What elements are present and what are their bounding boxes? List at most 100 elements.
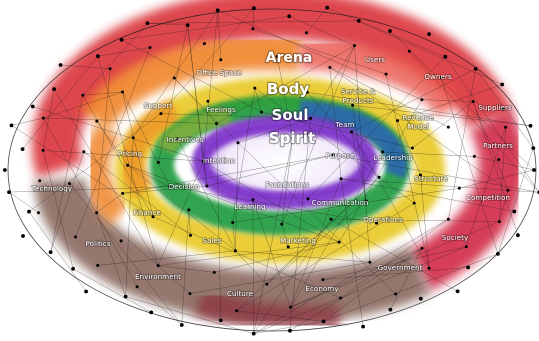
network-link: [330, 219, 458, 292]
network-node: [172, 76, 176, 80]
network-link: [50, 95, 84, 253]
label-economy: Economy: [305, 284, 339, 293]
network-node: [176, 137, 180, 141]
network-node: [145, 21, 150, 26]
network-link: [351, 131, 367, 202]
network-node: [384, 72, 388, 76]
network-link: [385, 74, 430, 269]
network-link: [203, 161, 208, 187]
network-node: [275, 55, 279, 58]
network-link: [121, 39, 262, 113]
network-link: [97, 250, 236, 266]
label-incentives: Incentives: [167, 135, 204, 144]
network-link: [397, 84, 503, 121]
network-link: [290, 221, 500, 308]
ring-title-arena: Arena: [266, 50, 313, 66]
network-link: [83, 151, 191, 236]
label-support: Support: [144, 101, 173, 110]
network-node: [126, 163, 130, 167]
label-competition: Competition: [466, 193, 510, 202]
network-node: [472, 154, 476, 158]
network-link: [158, 241, 340, 266]
network-node: [119, 38, 124, 42]
network-node: [212, 270, 216, 274]
label-partners: Partners: [483, 141, 513, 150]
network-node: [377, 175, 381, 179]
network-node: [412, 201, 416, 205]
network-node: [251, 27, 255, 31]
arena-band-orange-left: [81, 121, 130, 226]
network-node: [419, 173, 422, 177]
network-link: [445, 56, 539, 193]
network-node: [350, 130, 353, 134]
network-node: [286, 245, 290, 249]
network-node: [21, 234, 25, 238]
network-node: [168, 185, 172, 189]
network-link: [158, 265, 215, 273]
network-node: [253, 86, 257, 90]
network-node: [325, 5, 330, 10]
network-link: [323, 253, 498, 322]
network-link: [11, 117, 44, 126]
network-node: [231, 221, 235, 224]
network-node: [337, 240, 341, 244]
network-node: [305, 90, 309, 94]
network-link: [329, 67, 342, 179]
network-node: [123, 294, 128, 299]
network-node: [420, 246, 424, 250]
network-node: [95, 119, 99, 123]
network-link: [237, 118, 311, 143]
network-link: [397, 120, 421, 176]
network-link: [281, 45, 355, 225]
network-node: [439, 76, 443, 79]
network-link: [174, 77, 217, 124]
network-link: [216, 45, 355, 124]
label-suppliers: Suppliers: [478, 103, 512, 112]
network-link: [232, 222, 236, 251]
network-node: [38, 179, 42, 183]
network-link: [307, 56, 446, 200]
network-link: [352, 105, 531, 127]
network-node: [252, 6, 256, 11]
network-link: [43, 117, 217, 124]
network-link: [351, 68, 476, 133]
network-node: [328, 65, 332, 69]
network-node: [95, 211, 99, 215]
network-link: [382, 151, 475, 157]
network-node: [121, 191, 125, 195]
network-node: [156, 264, 160, 268]
network-node: [37, 211, 40, 215]
network-link: [125, 296, 254, 334]
network-node: [288, 328, 292, 333]
network-node: [74, 235, 77, 239]
network-nodes: [3, 5, 539, 336]
network-link: [412, 101, 474, 149]
network-link: [254, 88, 262, 113]
network-node: [48, 250, 53, 255]
network-node: [331, 153, 335, 157]
network-link: [281, 224, 289, 247]
network-link: [333, 154, 539, 193]
network-node: [149, 310, 154, 315]
network-node: [52, 87, 56, 91]
network-node: [532, 168, 536, 172]
label-learning: Learning: [234, 202, 265, 211]
label-government: Government: [378, 263, 423, 272]
arena-band-brown: [34, 177, 431, 324]
network-node: [473, 66, 478, 71]
label-foundations: Foundations: [265, 180, 309, 189]
network-link: [217, 10, 222, 60]
network-node: [159, 112, 163, 116]
network-link: [322, 267, 469, 280]
network-node: [497, 220, 501, 224]
network-link: [290, 248, 423, 308]
network-link: [330, 218, 500, 222]
label-leadership: Leadership: [373, 153, 413, 162]
label-intention: Intention: [203, 156, 235, 165]
network-link: [499, 127, 506, 222]
network-link: [252, 199, 254, 334]
network-link: [32, 106, 204, 162]
network-link: [216, 123, 222, 321]
network-node: [339, 296, 342, 300]
label-culture: Culture: [227, 289, 254, 298]
